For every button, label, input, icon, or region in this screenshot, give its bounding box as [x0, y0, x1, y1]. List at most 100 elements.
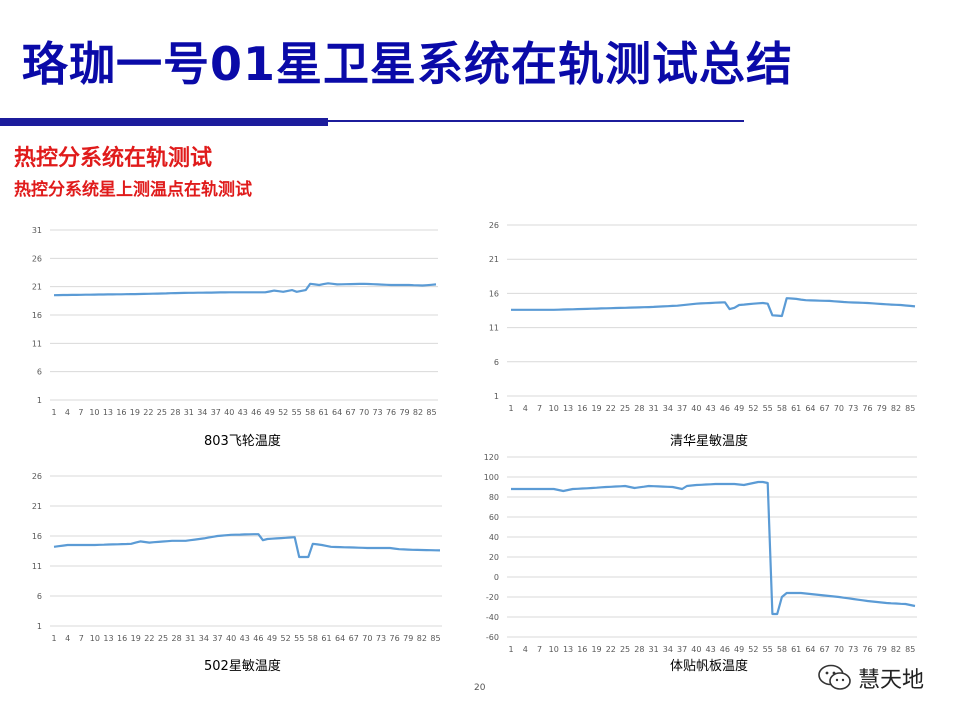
- x-tick-label: 49: [734, 404, 744, 413]
- x-tick-label: 10: [549, 404, 559, 413]
- y-tick-label: 21: [489, 255, 499, 264]
- x-tick-label: 64: [805, 645, 815, 654]
- x-tick-label: 31: [648, 645, 658, 654]
- x-tick-label: 25: [158, 634, 168, 643]
- x-tick-label: 28: [634, 404, 644, 413]
- x-tick-label: 19: [131, 634, 141, 643]
- x-tick-label: 28: [172, 634, 182, 643]
- x-tick-label: 22: [144, 634, 154, 643]
- x-tick-label: 64: [332, 408, 342, 417]
- x-tick-label: 37: [211, 408, 221, 417]
- x-tick-label: 67: [820, 404, 830, 413]
- series-line: [53, 533, 441, 559]
- x-tick-label: 37: [212, 634, 222, 643]
- x-tick-label: 73: [848, 404, 858, 413]
- series-line: [511, 480, 916, 616]
- y-tick-label: 26: [32, 472, 42, 481]
- y-tick-label: 16: [32, 311, 42, 320]
- y-tick-label: 16: [32, 532, 42, 541]
- x-tick-label: 4: [523, 404, 528, 413]
- section-subheading: 热控分系统星上测温点在轨测试: [14, 180, 252, 200]
- y-tick-label: 21: [32, 283, 42, 292]
- x-tick-label: 49: [267, 634, 277, 643]
- title-underline-thick: [0, 118, 328, 126]
- y-tick-label: 80: [489, 493, 499, 502]
- chart-title-502: 502星敏温度: [204, 659, 281, 674]
- x-tick-label: 40: [691, 404, 701, 413]
- x-tick-label: 61: [791, 404, 801, 413]
- x-tick-label: 4: [65, 634, 70, 643]
- x-tick-label: 67: [349, 634, 359, 643]
- x-tick-label: 70: [359, 408, 369, 417]
- x-tick-label: 40: [691, 645, 701, 654]
- x-tick-label: 79: [877, 645, 887, 654]
- x-tick-label: 34: [199, 634, 209, 643]
- x-tick-label: 16: [577, 404, 587, 413]
- x-tick-label: 58: [777, 404, 787, 413]
- chart-flywheel-temperature: 1 6 11 16 21 26 31 1 4 7 10 13 16 19 22 25 28 31 34 37 40 43 4…: [10, 218, 460, 448]
- x-tick-label: 70: [834, 645, 844, 654]
- x-tick-label: 55: [763, 404, 773, 413]
- x-tick-label: 82: [417, 634, 427, 643]
- x-tick-label: 1: [51, 634, 56, 643]
- y-tick-label: 6: [494, 358, 499, 367]
- x-tick-label: 28: [634, 645, 644, 654]
- y-tick-label: 11: [32, 339, 42, 348]
- x-tick-label: 73: [376, 634, 386, 643]
- x-tick-label: 52: [278, 408, 288, 417]
- x-tick-label: 16: [117, 634, 127, 643]
- slide-title: 珞珈一号01星卫星系统在轨测试总结: [22, 37, 794, 91]
- x-tick-label: 76: [386, 408, 396, 417]
- y-tick-label: -40: [486, 613, 499, 622]
- x-tick-label: 43: [706, 645, 716, 654]
- x-tick-label: 82: [891, 404, 901, 413]
- y-tick-label: 26: [489, 221, 499, 230]
- y-tick-label: -60: [486, 633, 499, 642]
- x-tick-label: 34: [197, 408, 207, 417]
- x-tick-label: 10: [549, 645, 559, 654]
- x-tick-label: 31: [185, 634, 195, 643]
- x-tick-label: 1: [508, 404, 513, 413]
- page-number: 20: [474, 683, 486, 693]
- x-tick-label: 73: [848, 645, 858, 654]
- watermark-text: 慧天地: [858, 668, 925, 693]
- x-tick-label: 58: [777, 645, 787, 654]
- x-tick-label: 58: [308, 634, 318, 643]
- chart-title-flywheel: 803飞轮温度: [204, 434, 281, 449]
- y-tick-label: 40: [489, 533, 499, 542]
- y-tick-label: 31: [32, 226, 42, 235]
- x-tick-label: 7: [78, 408, 83, 417]
- x-tick-label: 25: [157, 408, 167, 417]
- chart-body-panel-temperature: -60 -40 -20 0 20 40 60 80 100 120 1 4 7 10 13 16 19 22 25 2…: [478, 447, 928, 677]
- x-tick-label: 76: [862, 404, 872, 413]
- y-tick-label: 11: [489, 324, 499, 333]
- x-tick-label: 37: [677, 404, 687, 413]
- x-tick-label: 82: [891, 645, 901, 654]
- x-tick-label: 4: [523, 645, 528, 654]
- x-tick-label: 13: [563, 404, 573, 413]
- x-tick-label: 61: [791, 645, 801, 654]
- series-line: [53, 282, 437, 297]
- y-tick-label: 6: [37, 368, 42, 377]
- y-tick-label: 1: [494, 392, 499, 401]
- y-tick-label: 6: [37, 592, 42, 601]
- x-tick-label: 85: [430, 634, 440, 643]
- x-tick-label: 43: [240, 634, 250, 643]
- x-tick-label: 55: [294, 634, 304, 643]
- x-tick-label: 85: [426, 408, 436, 417]
- x-tick-label: 10: [89, 408, 99, 417]
- x-tick-label: 40: [226, 634, 236, 643]
- x-tick-label: 55: [292, 408, 302, 417]
- x-tick-label: 40: [224, 408, 234, 417]
- x-tick-label: 1: [508, 645, 513, 654]
- y-tick-label: 60: [489, 513, 499, 522]
- x-tick-label: 49: [265, 408, 275, 417]
- y-tick-label: 21: [32, 502, 42, 511]
- y-tick-label: 0: [494, 573, 499, 582]
- x-tick-label: 52: [748, 404, 758, 413]
- watermark: 慧天地: [818, 662, 924, 694]
- x-tick-label: 58: [305, 408, 315, 417]
- y-tick-label: 120: [484, 453, 499, 462]
- x-tick-label: 25: [620, 404, 630, 413]
- x-tick-label: 76: [862, 645, 872, 654]
